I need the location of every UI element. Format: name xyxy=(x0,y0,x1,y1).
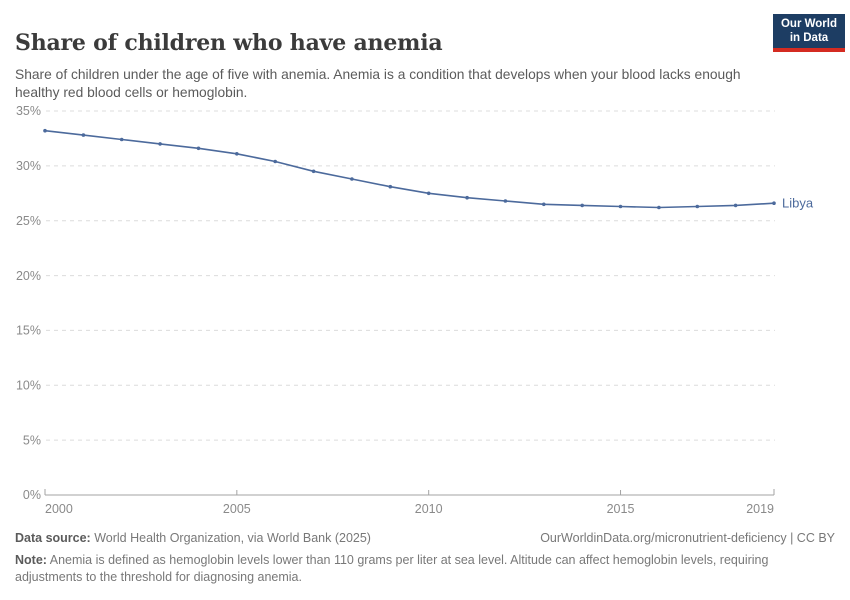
data-point[interactable] xyxy=(657,205,661,210)
note-label: Note: xyxy=(15,553,47,567)
data-point[interactable] xyxy=(426,191,431,196)
data-point[interactable] xyxy=(580,203,584,208)
data-point[interactable] xyxy=(196,146,201,151)
data-source-label: Data source: xyxy=(15,531,91,545)
data-point[interactable] xyxy=(542,202,546,207)
y-gridlines xyxy=(46,110,775,441)
y-tick-label: 30% xyxy=(16,159,41,173)
x-tick-label: 2005 xyxy=(223,502,251,516)
data-point[interactable] xyxy=(388,184,393,189)
page-title: Share of children who have anemia xyxy=(15,29,443,56)
y-tick-label: 25% xyxy=(16,214,41,228)
data-point[interactable] xyxy=(503,199,508,203)
series-line[interactable] xyxy=(44,129,775,209)
series-libya[interactable]: Libya xyxy=(43,128,814,211)
data-point[interactable] xyxy=(43,128,47,133)
data-point[interactable] xyxy=(618,204,623,209)
data-point[interactable] xyxy=(311,169,316,174)
x-axis-tick-labels: 2000 2005 2010 2015 2019 xyxy=(45,502,774,516)
data-point[interactable] xyxy=(158,142,162,146)
chart-footer: Data source: World Health Organization, … xyxy=(15,531,835,585)
data-point[interactable] xyxy=(81,133,86,137)
chart-subtitle: Share of children under the age of five … xyxy=(15,66,741,101)
y-tick-label: 35% xyxy=(16,104,41,118)
owid-url-link[interactable]: OurWorldinData.org/micronutrient-deficie… xyxy=(540,531,835,545)
data-point[interactable] xyxy=(273,159,278,164)
series-label[interactable]: Libya xyxy=(782,196,814,211)
data-point[interactable] xyxy=(350,177,354,181)
data-point[interactable] xyxy=(733,203,738,208)
y-tick-label: 10% xyxy=(16,378,41,392)
y-tick-label: 5% xyxy=(23,433,41,447)
data-source-text: World Health Organization, via World Ban… xyxy=(94,531,371,545)
data-point[interactable] xyxy=(465,195,469,200)
data-point[interactable] xyxy=(772,201,776,205)
y-tick-label: 15% xyxy=(16,324,41,338)
note-text: Anemia is defined as hemoglobin levels l… xyxy=(15,553,769,584)
y-tick-label: 20% xyxy=(16,269,41,283)
owid-logo[interactable]: Our World in Data xyxy=(773,14,845,52)
x-tick-label: 2010 xyxy=(415,502,443,516)
data-point[interactable] xyxy=(119,137,124,142)
data-source: Data source: World Health Organization, … xyxy=(15,531,371,545)
x-tick-label: 2000 xyxy=(45,502,73,516)
data-point[interactable] xyxy=(695,204,700,209)
x-tick-label: 2019 xyxy=(746,502,774,516)
x-tick-label: 2015 xyxy=(607,502,635,516)
owid-logo-line1: Our World xyxy=(780,18,837,30)
y-axis-tick-labels: 0% 5% 10% 15% 20% 25% 30% 35% xyxy=(16,104,41,502)
owid-logo-line2: in Data xyxy=(789,32,829,44)
y-tick-label: 0% xyxy=(23,488,41,502)
data-point[interactable] xyxy=(235,152,239,156)
x-axis xyxy=(44,489,775,496)
